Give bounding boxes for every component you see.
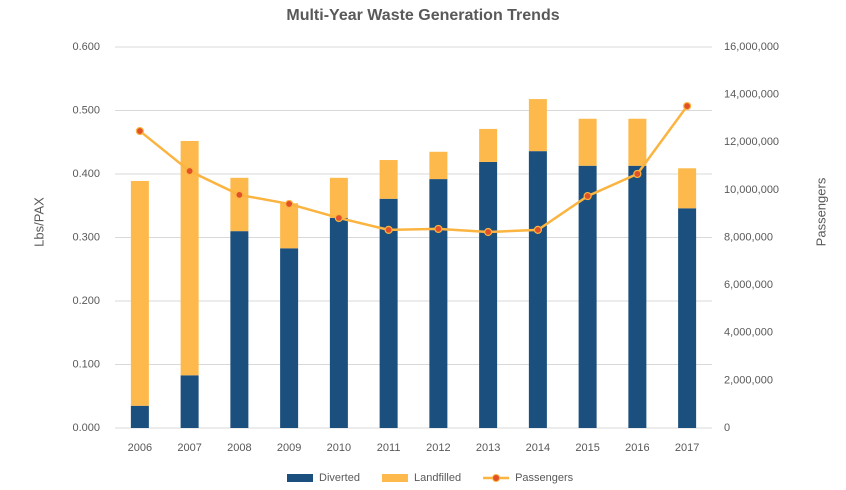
x-tick-label: 2007 — [177, 442, 201, 454]
x-tick-label: 2006 — [128, 442, 152, 454]
bar — [528, 151, 547, 428]
x-tick-label: 2010 — [327, 442, 351, 454]
x-tick-label: 2013 — [476, 442, 500, 454]
bar — [578, 165, 597, 428]
line-marker — [583, 191, 592, 201]
x-tick-label: 2012 — [426, 442, 450, 454]
line-marker — [235, 190, 244, 199]
line-marker — [533, 225, 542, 234]
line-marker — [384, 225, 393, 234]
line-marker — [285, 199, 294, 209]
legend-swatch — [287, 474, 313, 482]
y-tick-label: 0.500 — [72, 104, 100, 116]
y2-tick-label: 16,000,000 — [724, 41, 779, 53]
legend-label: Landfilled — [414, 472, 461, 484]
y-tick-label: 0.100 — [72, 358, 100, 370]
line-marker — [135, 126, 144, 136]
bar — [429, 151, 448, 180]
line-marker — [334, 213, 343, 223]
line-marker — [633, 169, 642, 179]
line-marker — [185, 166, 194, 176]
bar — [180, 140, 199, 376]
bar — [230, 231, 249, 428]
legend-label: Diverted — [319, 472, 360, 484]
line-marker — [484, 227, 493, 237]
y-axis-title: Lbs/PAX — [31, 197, 46, 247]
y-tick-label: 0.600 — [72, 41, 100, 53]
legend-swatch — [381, 474, 408, 482]
bar — [528, 99, 547, 152]
bar — [429, 179, 448, 428]
y2-tick-label: 14,000,000 — [724, 89, 779, 101]
bar — [130, 405, 149, 428]
bar — [628, 165, 647, 428]
y2-tick-label: 4,000,000 — [724, 327, 773, 339]
bar — [280, 203, 299, 249]
bar — [379, 198, 398, 428]
chart-title: Multi-Year Waste Generation Trends — [286, 7, 559, 24]
y2-axis-title: Passengers — [813, 177, 828, 246]
legend-label: Passengers — [515, 472, 574, 484]
x-tick-label: 2015 — [575, 442, 599, 454]
bar — [180, 375, 199, 428]
y-tick-label: 0.400 — [72, 168, 100, 180]
y2-tick-label: 12,000,000 — [724, 136, 779, 148]
x-tick-label: 2016 — [625, 442, 649, 454]
bar — [479, 161, 498, 428]
y-tick-label: 0.200 — [72, 295, 100, 307]
y2-tick-label: 2,000,000 — [724, 374, 773, 386]
bar — [479, 128, 498, 162]
y-tick-label: 0.300 — [72, 231, 100, 243]
bar — [130, 180, 149, 406]
x-tick-label: 2011 — [377, 442, 401, 454]
legend-marker — [492, 474, 501, 482]
bar — [280, 248, 299, 428]
x-tick-label: 2009 — [277, 442, 301, 454]
x-tick-label: 2008 — [227, 442, 251, 454]
bar — [329, 177, 348, 218]
bar — [628, 118, 647, 166]
bar — [379, 160, 398, 199]
y2-tick-label: 8,000,000 — [724, 231, 773, 243]
y2-tick-label: 10,000,000 — [724, 184, 779, 196]
bar — [678, 168, 697, 209]
y2-tick-label: 0 — [724, 422, 730, 434]
x-tick-label: 2014 — [526, 442, 550, 454]
line-marker — [683, 101, 692, 111]
x-tick-label: 2017 — [675, 442, 699, 454]
bar — [329, 217, 348, 428]
y-tick-label: 0.000 — [72, 422, 100, 434]
bar — [230, 177, 249, 232]
bar — [578, 118, 597, 166]
line — [139, 105, 689, 234]
y2-tick-label: 6,000,000 — [724, 279, 773, 291]
bar — [678, 208, 697, 428]
line-marker — [434, 224, 443, 234]
